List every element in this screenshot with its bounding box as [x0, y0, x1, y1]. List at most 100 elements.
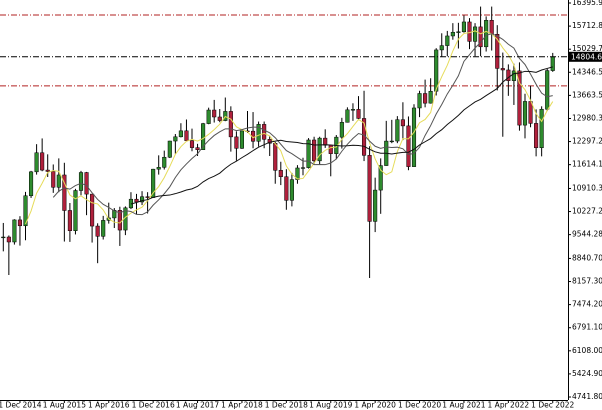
candle-body — [167, 140, 172, 158]
x-tick-label: 1 Aug 2021 — [442, 401, 485, 410]
candle-body — [56, 174, 61, 188]
candle-body — [117, 210, 122, 231]
candle-body — [478, 26, 483, 48]
candle-body — [234, 136, 239, 149]
candle-body — [212, 109, 217, 118]
x-tick-label: 1 Apr 2016 — [88, 401, 130, 410]
candle-body — [67, 210, 72, 231]
candle-body — [1, 236, 6, 239]
y-tick-label: 10910.36 — [572, 183, 602, 192]
y-tick-label: 5424.90 — [572, 369, 602, 378]
last-price-box — [569, 51, 602, 62]
candle-body — [267, 139, 272, 144]
candle-body — [6, 236, 11, 243]
x-tick-label: 1 Dec 2014 — [0, 401, 42, 410]
x-tick-label: 1 Aug 2015 — [43, 401, 86, 410]
y-tick-label: 14346.56 — [572, 67, 602, 76]
candle-body — [73, 190, 78, 231]
y-tick-label: 15029.70 — [572, 44, 602, 53]
candle-body — [328, 144, 333, 154]
last-price-label: 14804.65 — [571, 52, 602, 61]
candle-body — [51, 171, 56, 188]
candle-body — [284, 176, 289, 201]
candle-body — [228, 111, 233, 138]
candle-body — [140, 196, 145, 203]
y-tick-label: 16395.90 — [572, 0, 602, 7]
candle-body — [273, 143, 278, 171]
moving-average — [25, 30, 554, 225]
candle-body — [367, 155, 372, 222]
moving-average — [52, 33, 553, 216]
x-tick-label: 1 Apr 2018 — [221, 401, 263, 410]
candle-body — [400, 119, 405, 127]
candle-body — [423, 93, 428, 104]
candles — [1, 6, 555, 279]
y-tick-label: 8157.30 — [572, 277, 602, 286]
candle-body — [339, 122, 344, 138]
candle-body — [517, 70, 522, 126]
candle-body — [473, 26, 478, 42]
candle-body — [411, 107, 417, 167]
candle-body — [373, 189, 378, 222]
candle-body — [395, 119, 400, 142]
y-tick-label: 7474.20 — [572, 300, 602, 309]
candle-body — [456, 31, 461, 33]
candle-body — [345, 109, 350, 123]
y-tick-label: 12297.25 — [572, 137, 602, 146]
candle-body — [12, 219, 17, 243]
candle-body — [545, 70, 550, 110]
candle-body — [467, 21, 472, 42]
candle-body — [484, 20, 489, 48]
y-tick-label: 4741.80 — [572, 392, 602, 401]
candle-body — [306, 139, 311, 168]
y-tick-label: 6791.10 — [572, 323, 602, 332]
candle-body — [262, 124, 267, 140]
x-tick-label: 1 Apr 2020 — [354, 401, 396, 410]
candle-body — [195, 147, 200, 150]
candle-body — [189, 140, 195, 148]
candle-body — [217, 116, 222, 121]
candle-body — [90, 193, 95, 227]
candle-body — [434, 49, 439, 92]
y-tick-label: 6108.00 — [572, 346, 602, 355]
candle-body — [461, 21, 466, 33]
candle-body — [539, 108, 544, 149]
candle-body — [84, 172, 89, 195]
candle-body — [62, 174, 67, 211]
candle-body — [389, 140, 394, 143]
candle-body — [378, 165, 383, 191]
x-tick-label: 1 Dec 2016 — [132, 401, 175, 410]
candle-body — [428, 90, 433, 104]
candle-body — [300, 167, 306, 169]
candle-body — [323, 137, 328, 146]
candle-body — [45, 169, 50, 172]
x-tick-label: 1 Dec 2020 — [398, 401, 441, 410]
x-tick-label: 1 Aug 2017 — [176, 401, 219, 410]
candle-body — [256, 124, 261, 142]
candle-body — [29, 171, 34, 197]
candle-body — [34, 152, 39, 173]
moving-average — [130, 66, 553, 205]
y-tick-label: 11614.14 — [572, 160, 602, 169]
candle-body — [445, 35, 450, 46]
x-tick-label: 1 Dec 2018 — [265, 401, 308, 410]
candle-body — [206, 109, 211, 124]
candle-body — [156, 167, 161, 170]
candle-body — [317, 137, 322, 162]
candle-body — [17, 219, 22, 227]
candle-body — [511, 70, 516, 81]
candle-body — [500, 68, 505, 71]
candle-body — [23, 195, 28, 227]
candle-body — [417, 93, 422, 109]
candle-body — [450, 31, 455, 37]
candle-body — [295, 167, 300, 180]
candle-body — [528, 101, 533, 124]
x-tick-label: 1 Dec 2022 — [531, 401, 574, 410]
candle-body — [312, 139, 317, 162]
candle-body — [534, 123, 539, 149]
candle-body — [178, 130, 183, 138]
candle-body — [95, 225, 100, 237]
candle-body — [78, 172, 84, 191]
y-tick-label: 15712.82 — [572, 21, 602, 30]
